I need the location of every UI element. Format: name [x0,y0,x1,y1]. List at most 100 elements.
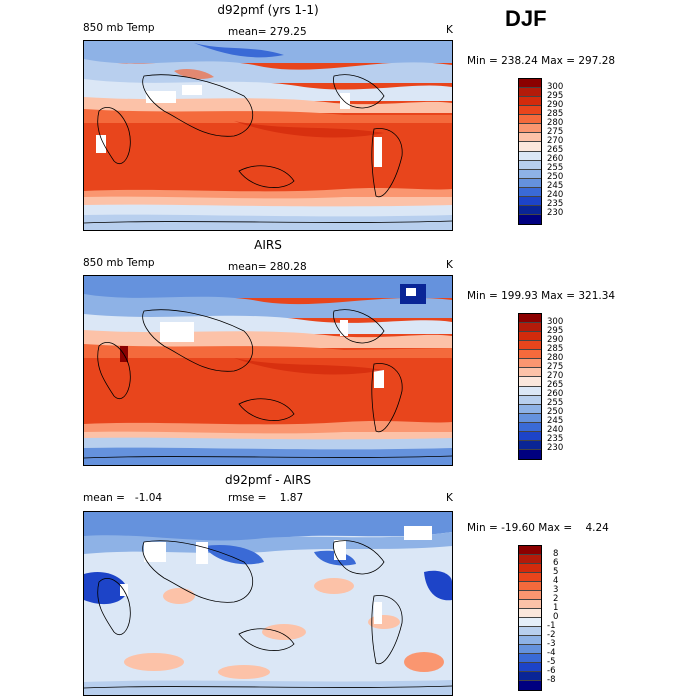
colorbar-swatch [519,386,541,396]
colorbar-tick-label: 280 [547,118,564,128]
colorbar-tick-label: 265 [547,380,564,390]
colorbar-tick-label: 295 [547,326,564,336]
colorbar-swatch [519,178,541,188]
colorbar-swatch [519,564,541,573]
colorbar-tick-label: 235 [547,434,564,444]
colorbar-tick-label: -8 [547,675,556,685]
colorbar-swatch [519,431,541,441]
colorbar-tick-label: 2 [553,594,559,604]
colorbar-swatch [519,573,541,582]
colorbar-swatch [519,205,541,215]
panel1-minmax-label: Min = 238.24 Max = 297.28 [467,55,616,67]
colorbar-swatch [519,404,541,414]
colorbar-tick-label: 260 [547,389,564,399]
colorbar-tick-label: 255 [547,398,564,408]
colorbar-tick-label: 285 [547,109,564,119]
colorbar-tick-label: 4 [553,576,559,586]
colorbar-swatch [519,395,541,405]
colorbar-tick-label: 285 [547,344,564,354]
colorbar-tick-label: -4 [547,648,556,658]
colorbar-swatch [519,422,541,432]
colorbar-swatch [519,377,541,387]
panel2-map-graphic [84,276,452,465]
colorbar-swatch [519,618,541,627]
colorbar-tick-label: 280 [547,353,564,363]
colorbar-swatch [519,591,541,600]
colorbar-tick-label: 300 [547,82,564,92]
colorbar-tick-label: -2 [547,630,556,640]
colorbar-swatch [519,645,541,654]
colorbar-swatch [519,681,541,690]
colorbar-swatch [519,636,541,645]
panel2-mean-label: mean= 280.28 [228,261,307,273]
panel3-rmse-label: rmse = 1.87 [228,492,304,504]
panel3-map [83,511,453,696]
colorbar-swatch [519,440,541,450]
colorbar-tick-label: 265 [547,145,564,155]
panel1-colorbar-labels: 300 295 290 285 280 275 270 265 260 255 … [547,78,587,225]
colorbar-swatch [519,600,541,609]
colorbar-swatch [519,323,541,333]
colorbar-tick-label: 6 [553,558,559,568]
panel1-mean-label: mean= 279.25 [228,26,307,38]
colorbar-swatch [519,214,541,224]
colorbar-tick-label: 240 [547,190,564,200]
season-label: DJF [505,6,547,31]
panel3-title: d92pmf - AIRS [224,473,312,487]
panel2-map [83,275,453,466]
colorbar-tick-label: 1 [553,603,559,613]
colorbar-swatch [519,555,541,564]
colorbar-tick-label: 230 [547,208,564,218]
colorbar-tick-label: 260 [547,154,564,164]
colorbar-swatch [519,546,541,555]
colorbar-tick-label: 275 [547,127,564,137]
colorbar-tick-label: 8 [553,549,559,559]
colorbar-swatch [519,169,541,179]
colorbar-tick-label: 0 [553,612,559,622]
panel2-title: AIRS [254,238,282,252]
colorbar-tick-label: -6 [547,666,556,676]
panel2-colorbar-labels: 300 295 290 285 280 275 270 265 260 255 … [547,313,587,460]
colorbar-swatch [519,332,541,342]
colorbar-swatch [519,359,541,369]
colorbar-swatch [519,142,541,152]
colorbar-tick-label: 240 [547,425,564,435]
colorbar-tick-label: 270 [547,371,564,381]
colorbar-swatch [519,106,541,116]
colorbar-tick-label: 290 [547,100,564,110]
colorbar-swatch [519,160,541,170]
panel2-minmax-label: Min = 199.93 Max = 321.34 [467,290,616,302]
panel3-minmax-label: Min = -19.60 Max = 4.24 [467,522,609,534]
colorbar-tick-label: 250 [547,172,564,182]
colorbar-tick-label: 235 [547,199,564,209]
colorbar-swatch [519,627,541,636]
colorbar-tick-label: 255 [547,163,564,173]
colorbar-swatch [519,124,541,134]
colorbar-swatch [519,413,541,423]
colorbar-tick-label: 5 [553,567,559,577]
panel1-variable-label: 850 mb Temp [83,22,155,34]
colorbar-swatch [519,314,541,324]
colorbar-swatch [519,350,541,360]
colorbar-tick-label: 245 [547,181,564,191]
colorbar-swatch [519,196,541,206]
panel3-colorbar [518,545,542,691]
colorbar-tick-label: 275 [547,362,564,372]
colorbar-tick-label: 250 [547,407,564,417]
colorbar-swatch [519,79,541,89]
panel1-unit-label: K [446,24,453,36]
panel2-variable-label: 850 mb Temp [83,257,155,269]
panel3-unit-label: K [446,492,453,504]
panel1-colorbar [518,78,542,225]
colorbar-tick-label: -5 [547,657,556,667]
colorbar-tick-label: 270 [547,136,564,146]
colorbar-swatch [519,654,541,663]
colorbar-swatch [519,97,541,107]
colorbar-tick-label: 3 [553,585,559,595]
panel2-colorbar [518,313,542,460]
colorbar-swatch [519,582,541,591]
colorbar-swatch [519,663,541,672]
panel3-map-graphic [84,512,452,695]
colorbar-swatch [519,341,541,351]
colorbar-tick-label: 290 [547,335,564,345]
